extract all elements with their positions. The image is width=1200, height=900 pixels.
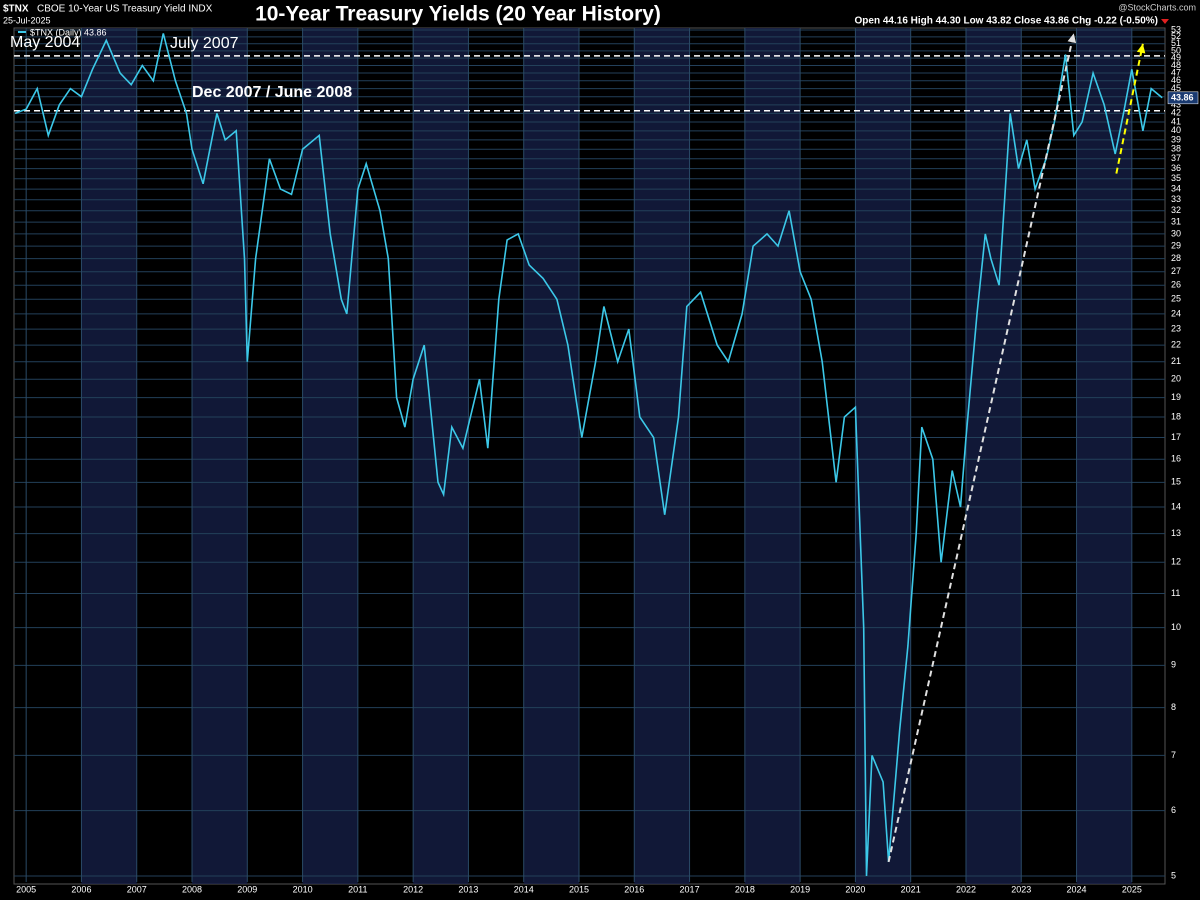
x-tick-label: 2010 xyxy=(293,884,313,894)
y-tick-label: 42 xyxy=(1171,108,1181,118)
x-tick-label: 2025 xyxy=(1122,884,1142,894)
y-tick-label: 13 xyxy=(1171,528,1181,538)
y-tick-label: 31 xyxy=(1171,217,1181,227)
y-tick-label: 20 xyxy=(1171,374,1181,384)
y-tick-label: 41 xyxy=(1171,116,1181,126)
y-tick-label: 39 xyxy=(1171,134,1181,144)
year-band xyxy=(81,28,137,884)
x-tick-label: 2008 xyxy=(182,884,202,894)
x-tick-label: 2005 xyxy=(16,884,36,894)
y-tick-label: 27 xyxy=(1171,266,1181,276)
x-tick-label: 2015 xyxy=(569,884,589,894)
y-tick-label: 16 xyxy=(1171,454,1181,464)
y-tick-label: 52 xyxy=(1171,31,1181,41)
y-tick-label: 40 xyxy=(1171,125,1181,135)
year-band xyxy=(523,28,579,884)
x-tick-label: 2014 xyxy=(514,884,534,894)
x-tick-label: 2006 xyxy=(71,884,91,894)
year-band xyxy=(744,28,801,884)
y-tick-label: 32 xyxy=(1171,205,1181,215)
y-tick-label: 5 xyxy=(1171,870,1176,880)
y-tick-label: 12 xyxy=(1171,557,1181,567)
y-tick-label: 50 xyxy=(1171,45,1181,55)
year-band xyxy=(1076,28,1132,884)
year-band xyxy=(302,28,358,884)
y-tick-label: 36 xyxy=(1171,163,1181,173)
y-tick-label: 37 xyxy=(1171,153,1181,163)
arrowhead xyxy=(1067,33,1077,44)
y-tick-label: 17 xyxy=(1171,432,1181,442)
symbol: $TNX xyxy=(3,4,29,15)
y-tick-label: 46 xyxy=(1171,75,1181,85)
x-tick-label: 2007 xyxy=(127,884,147,894)
x-tick-label: 2023 xyxy=(1011,884,1031,894)
y-tick-label: 8 xyxy=(1171,702,1176,712)
y-tick-label: 21 xyxy=(1171,356,1181,366)
y-tick-label: 35 xyxy=(1171,173,1181,183)
y-tick-label: 29 xyxy=(1171,240,1181,250)
y-tick-label: 22 xyxy=(1171,339,1181,349)
y-tick-label: 30 xyxy=(1171,228,1181,238)
y-tick-label: 28 xyxy=(1171,253,1181,263)
x-tick-label: 2019 xyxy=(790,884,810,894)
trendline xyxy=(1115,43,1144,174)
year-band xyxy=(965,28,1022,884)
y-tick-label: 23 xyxy=(1171,324,1181,334)
y-tick-label: 48 xyxy=(1171,60,1181,70)
watermark: @StockCharts.com xyxy=(1118,2,1196,12)
year-band xyxy=(413,28,469,884)
x-tick-label: 2017 xyxy=(680,884,700,894)
legend-label: $TNX (Daily) 43.86 xyxy=(30,27,107,37)
y-tick-label: 25 xyxy=(1171,294,1181,304)
series-line xyxy=(14,33,1163,877)
y-tick-label: 9 xyxy=(1171,660,1176,670)
y-tick-label: 11 xyxy=(1171,588,1180,598)
y-tick-label: 10 xyxy=(1171,622,1181,632)
y-tick-label: 6 xyxy=(1171,805,1176,815)
x-tick-label: 2024 xyxy=(1067,884,1087,894)
y-tick-label: 26 xyxy=(1171,280,1181,290)
annotation: May 2004 xyxy=(10,34,80,51)
arrowhead xyxy=(1136,43,1146,54)
x-tick-label: 2016 xyxy=(624,884,644,894)
annotation: July 2007 xyxy=(170,35,239,52)
trendline xyxy=(887,33,1075,863)
y-tick-label: 19 xyxy=(1171,392,1181,402)
x-tick-label: 2022 xyxy=(956,884,976,894)
down-arrow xyxy=(1161,19,1169,24)
instrument: CBOE 10-Year US Treasury Yield INDX xyxy=(37,4,213,15)
x-tick-label: 2021 xyxy=(901,884,921,894)
y-tick-label: 34 xyxy=(1171,183,1181,193)
y-tick-label: 33 xyxy=(1171,194,1181,204)
last-value-box xyxy=(1167,91,1199,105)
x-tick-label: 2013 xyxy=(458,884,478,894)
date: 25-Jul-2025 xyxy=(3,15,51,25)
y-tick-label: 15 xyxy=(1171,477,1181,487)
x-tick-label: 2009 xyxy=(237,884,257,894)
annotation: Dec 2007 / June 2008 xyxy=(192,84,352,101)
y-tick-label: 14 xyxy=(1171,501,1181,511)
ohlc: Open 44.16 High 44.30 Low 43.82 Close 43… xyxy=(855,16,1158,27)
y-tick-label: 45 xyxy=(1171,83,1181,93)
last-value-label: 43.86 xyxy=(1171,93,1194,103)
y-tick-label: 18 xyxy=(1171,411,1181,421)
y-tick-label: 43 xyxy=(1171,99,1181,109)
y-tick-label: 51 xyxy=(1171,38,1181,48)
y-tick-label: 53 xyxy=(1171,24,1181,34)
x-tick-label: 2012 xyxy=(403,884,423,894)
x-tick-label: 2018 xyxy=(735,884,755,894)
y-tick-label: 47 xyxy=(1171,67,1181,77)
y-tick-label: 49 xyxy=(1171,52,1181,62)
chart-title: 10-Year Treasury Yields (20 Year History… xyxy=(255,3,661,26)
y-tick-label: 7 xyxy=(1171,750,1176,760)
y-tick-label: 24 xyxy=(1171,308,1181,318)
year-band xyxy=(634,28,690,884)
x-tick-label: 2011 xyxy=(348,884,367,894)
y-tick-label: 38 xyxy=(1171,144,1181,154)
x-tick-label: 2020 xyxy=(845,884,865,894)
